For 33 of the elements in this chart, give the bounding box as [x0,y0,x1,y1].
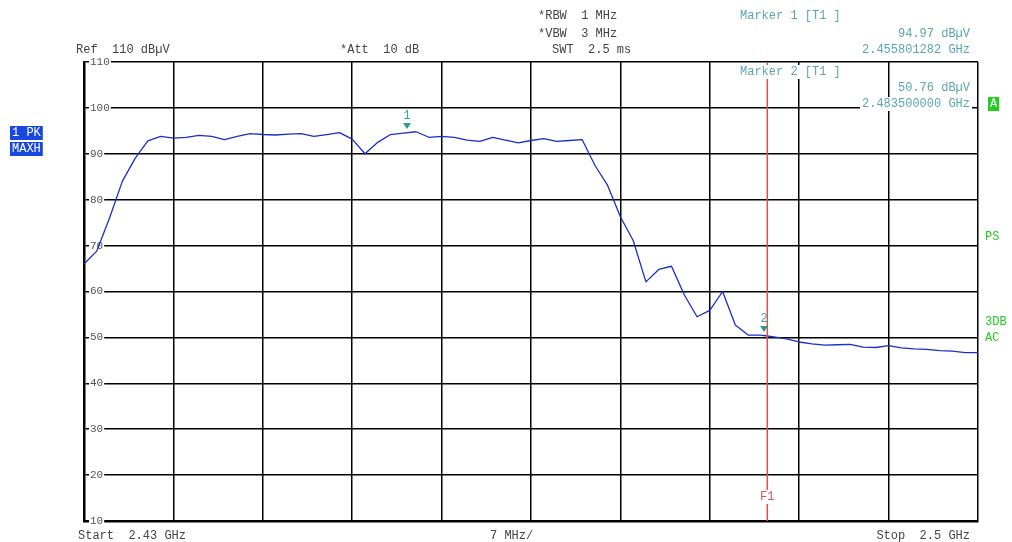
text: *Att 10 dB [340,43,420,58]
text: SWT 2.5 ms [552,43,632,58]
text: 94.97 dBµV [897,27,971,42]
text: *RBW 1 MHz [538,9,618,24]
text: *VBW 3 MHz [538,27,618,42]
text: PS [985,230,1000,245]
y-tick-label: 90 [90,147,104,160]
y-tick-label: 30 [90,423,104,436]
y-tick-label: 10 [90,514,104,527]
text: Marker 1 [T1 ] [740,9,841,24]
annotation: 2.483500000 GHz [861,97,971,112]
text: 1 PK [12,126,42,141]
text: A [990,97,998,112]
y-tick-label: 40 [90,377,104,390]
y-tick-label: 50 [90,331,104,344]
text: Ref 110 dBµV [76,43,171,58]
annotation: 50.76 dBµV [897,81,971,96]
text: MAXH [12,142,41,157]
text: 2.455801282 GHz [861,43,971,58]
annotation: 2 [760,312,768,327]
text: AC [985,331,1000,346]
text: 3DB [985,315,1007,330]
y-tick-label: 80 [90,193,104,206]
annotation: Marker 2 [T1 ] [740,65,841,80]
y-tick-label: 100 [90,101,110,114]
text: Stop 2.5 GHz [876,529,971,542]
y-tick-label: 110 [90,55,110,68]
y-tick-label: 60 [90,285,104,298]
annotation: 1 [403,109,411,124]
text: Start 2.43 GHz [78,529,187,542]
text: 7 MHz/ [490,529,534,542]
text: F1 [760,490,775,505]
y-tick-label: 20 [90,469,104,482]
